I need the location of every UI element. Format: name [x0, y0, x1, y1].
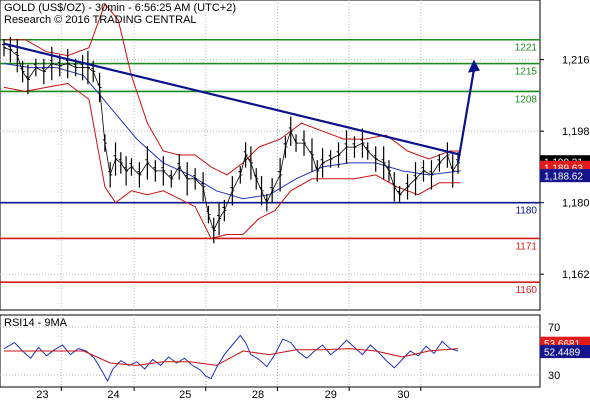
- price-tick-label: 1,216: [562, 55, 590, 67]
- time-tick-label: 30: [397, 389, 409, 400]
- rsi-tag-label: 52.4489: [544, 348, 581, 359]
- moving-average-line: [3, 63, 461, 200]
- axis-labels: 1,216 1,198 1,180 1,162 23 24 25 28 29 30 70 30: [36, 55, 589, 400]
- price-tick-label: 1,162: [562, 269, 590, 281]
- price-tag-label: 1,188.62: [544, 172, 583, 183]
- descending-trendline: [3, 42, 461, 156]
- trendline-layer: [3, 42, 480, 164]
- price-series-layer: [2, 36, 461, 244]
- rsi-tick-label: 30: [548, 370, 560, 382]
- rsi-series-layer: [3, 334, 459, 383]
- price-tag-label: 1,189.63: [544, 163, 583, 174]
- price-tick-label: 1,180: [562, 198, 590, 210]
- time-tick-label: 25: [179, 389, 191, 400]
- rsi-ma-line: [4, 348, 459, 366]
- price-close-line: [3, 47, 459, 232]
- grid-lines: [0, 0, 540, 387]
- level-label-1180: 1180: [515, 206, 537, 217]
- price-tick-label: 1,198: [562, 126, 590, 138]
- price-tag-box: [540, 169, 590, 183]
- rsi-line: [3, 334, 459, 383]
- rsi-tag-label: 53.6681: [544, 339, 581, 350]
- forecast-arrow-shaft: [456, 69, 476, 164]
- chart-header-title: GOLD (US$/OZ) - 30min - 6:56:25 AM (UTC+…: [4, 2, 236, 14]
- level-label-1208: 1208: [515, 94, 538, 105]
- time-tick-label: 23: [36, 389, 48, 400]
- chart-header-credit: Research © 2016 TRADING CENTRAL: [4, 14, 197, 26]
- support-resistance-levels: 1221 1215 1208 1180 1171 1160: [0, 38, 540, 296]
- level-label-1160: 1160: [515, 285, 537, 296]
- bollinger-lower-line: [3, 82, 461, 240]
- level-label-1171: 1171: [515, 241, 537, 252]
- level-label-1215: 1215: [515, 67, 538, 78]
- forecast-arrow-head: [467, 59, 480, 73]
- time-tick-label: 24: [107, 389, 119, 400]
- rsi-panel-label: RSI14 - 9MA: [4, 317, 68, 329]
- rsi-tick-label: 70: [548, 322, 560, 334]
- time-tick-label: 29: [325, 389, 337, 400]
- time-tick-label: 28: [252, 389, 264, 400]
- rsi-tag-box: [540, 345, 590, 359]
- price-panel-frame: [0, 0, 541, 311]
- level-label-1221: 1221: [515, 43, 538, 54]
